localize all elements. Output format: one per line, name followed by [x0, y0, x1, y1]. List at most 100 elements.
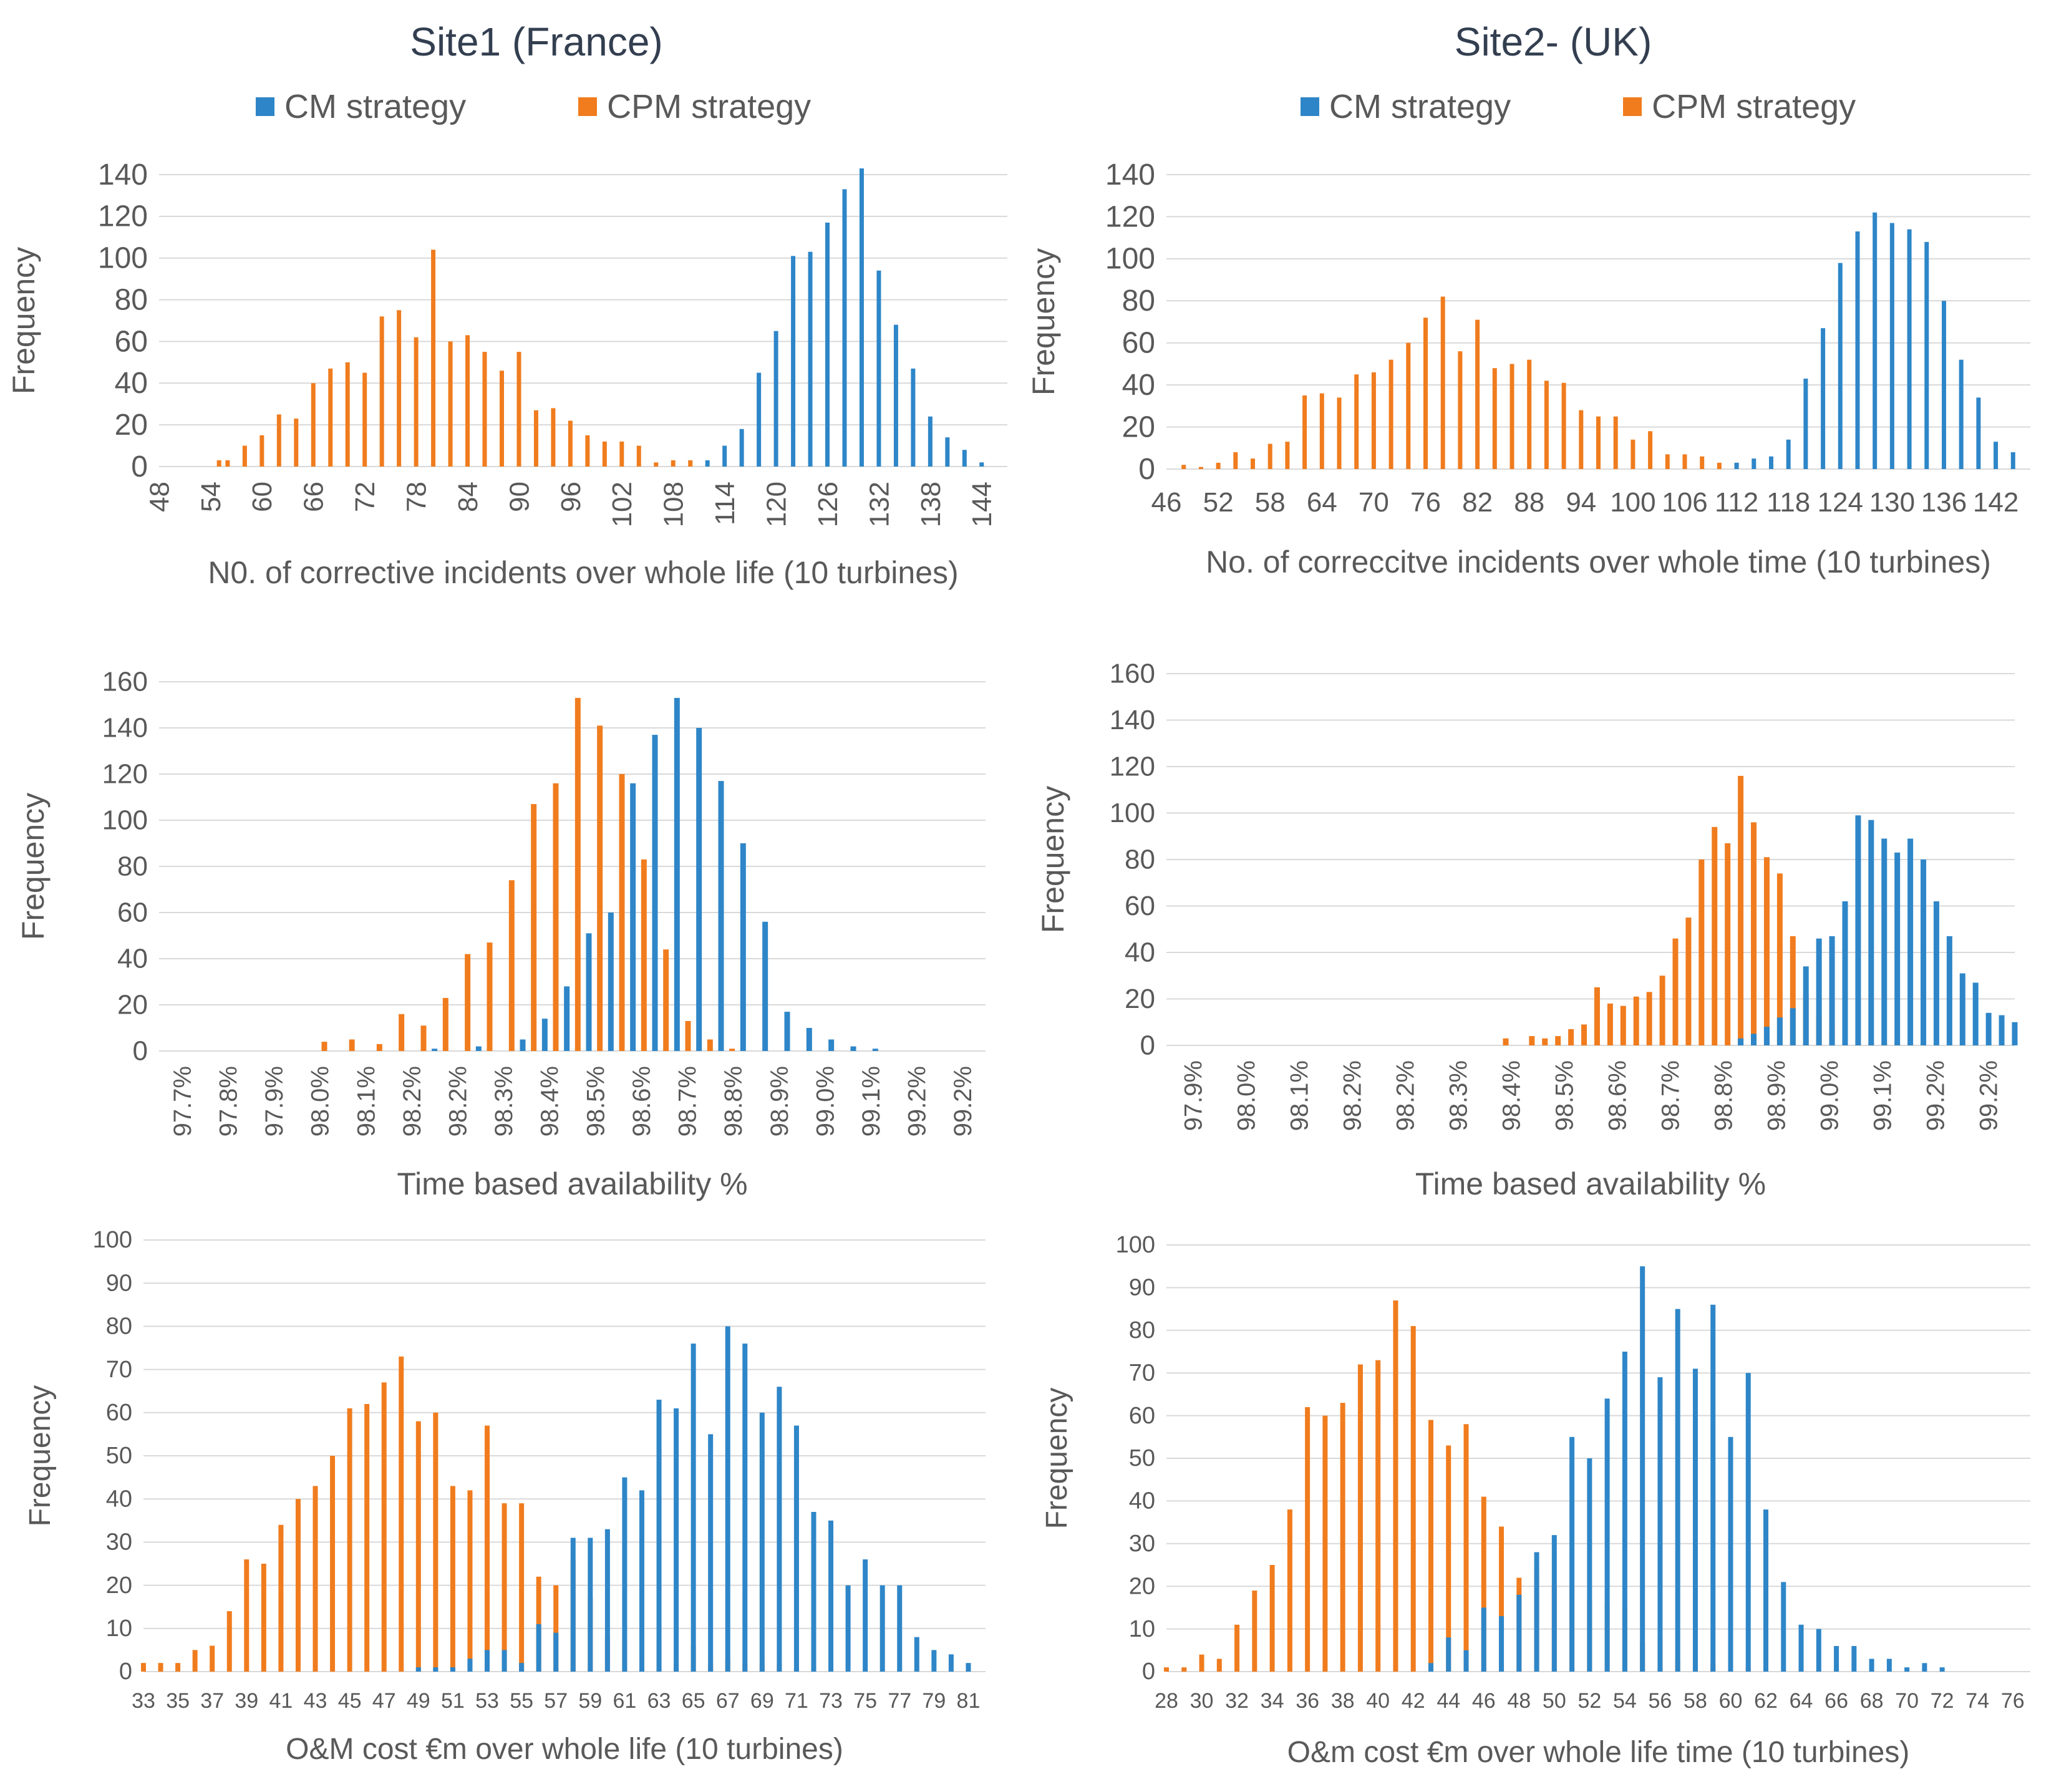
bar: [1371, 372, 1376, 469]
bar: [1829, 936, 1835, 1045]
bar: [1475, 319, 1480, 469]
y-tick-label: 40: [117, 943, 148, 974]
y-tick-label: 160: [102, 666, 148, 697]
x-tick-label: 78: [402, 482, 432, 512]
bar: [773, 331, 778, 467]
x-tick-label: 70: [1895, 1689, 1919, 1713]
bar: [364, 1403, 370, 1672]
bar: [1596, 416, 1601, 469]
x-tick-label: 60: [247, 482, 278, 512]
bar: [1529, 1036, 1535, 1045]
x-tick-label: 65: [682, 1689, 705, 1713]
bar: [216, 460, 221, 467]
bar: [1285, 442, 1290, 469]
bar: [1581, 1024, 1587, 1045]
bar: [1620, 1005, 1626, 1045]
bar: [1428, 1420, 1433, 1672]
bar: [1886, 1659, 1892, 1672]
y-tick-label: 60: [115, 325, 148, 358]
bar: [828, 1520, 834, 1672]
bar: [1319, 393, 1324, 469]
x-tick-label: 38: [1331, 1689, 1355, 1713]
y-tick-label: 20: [106, 1572, 132, 1599]
y-tick-label: 140: [1110, 705, 1155, 735]
bar: [945, 437, 950, 467]
bar: [574, 697, 581, 1051]
bar: [261, 1564, 266, 1672]
bar: [863, 1559, 868, 1672]
bar: [1544, 380, 1549, 469]
x-tick-label: 98.0%: [307, 1066, 334, 1136]
bar: [742, 1344, 748, 1672]
bar: [1181, 465, 1186, 469]
bar: [432, 1049, 438, 1051]
bar: [1164, 1667, 1169, 1672]
x-tick-label: 45: [338, 1689, 362, 1713]
bar: [663, 949, 669, 1051]
y-tick-label: 60: [106, 1400, 132, 1426]
x-axis-label: Time based availability %: [1415, 1166, 1766, 1201]
bar: [1594, 987, 1600, 1045]
x-tick-label: 102: [607, 482, 637, 527]
bar: [1267, 443, 1272, 469]
x-tick-label: 76: [1410, 487, 1441, 518]
bar: [636, 445, 641, 467]
bar: [931, 1650, 937, 1672]
bar: [141, 1663, 146, 1672]
bar: [553, 783, 559, 1051]
bar: [1357, 1364, 1363, 1672]
bar: [966, 1663, 971, 1672]
bar: [1388, 359, 1393, 469]
bar: [1337, 397, 1342, 469]
bar: [1821, 328, 1826, 469]
y-tick-label: 20: [1122, 410, 1155, 443]
bar: [811, 1511, 816, 1672]
bar: [828, 1039, 835, 1051]
x-tick-label: 98.9%: [1763, 1060, 1791, 1131]
bar: [671, 460, 676, 467]
bar: [1646, 992, 1652, 1045]
bar: [1855, 815, 1861, 1045]
x-tick-label: 71: [785, 1689, 808, 1713]
bar: [859, 168, 864, 467]
y-axis-label: Frequency: [1040, 1388, 1073, 1529]
bar: [1751, 1034, 1757, 1045]
bar: [1234, 1624, 1240, 1672]
bar: [879, 1585, 885, 1672]
bar: [1710, 1304, 1716, 1672]
bar: [175, 1663, 181, 1672]
x-tick-label: 79: [922, 1689, 946, 1713]
x-tick-label: 39: [235, 1689, 258, 1713]
bar: [1763, 857, 1770, 1045]
bar: [520, 1039, 526, 1051]
x-tick-label: 37: [200, 1689, 224, 1713]
bar: [1527, 359, 1532, 469]
y-tick-label: 60: [1122, 327, 1155, 360]
bar: [718, 781, 724, 1051]
y-axis-label: Frequency: [1035, 786, 1070, 933]
y-tick-label: 80: [106, 1314, 132, 1340]
bar: [531, 804, 537, 1051]
bar: [759, 1412, 765, 1672]
bar: [328, 368, 333, 467]
bar: [674, 697, 680, 1051]
x-tick-label: 58: [1684, 1689, 1707, 1713]
bar: [414, 337, 419, 467]
bar: [911, 368, 916, 467]
bar: [433, 1412, 439, 1672]
bar: [2010, 452, 2015, 469]
bar: [1769, 456, 1773, 469]
legend-item-cm: CM strategy: [256, 87, 466, 126]
bar: [1492, 368, 1497, 469]
bar: [420, 1025, 427, 1051]
bar: [688, 460, 693, 467]
x-tick-label: 136: [1921, 487, 1967, 518]
legend-item-cm: CM strategy: [1301, 87, 1511, 126]
bar: [508, 880, 515, 1051]
bar: [585, 435, 590, 467]
bar: [1999, 1015, 2005, 1045]
bar: [376, 1044, 382, 1051]
y-tick-label: 0: [1140, 1030, 1155, 1060]
cpm-swatch-icon: [1623, 97, 1642, 116]
bar: [705, 460, 710, 467]
